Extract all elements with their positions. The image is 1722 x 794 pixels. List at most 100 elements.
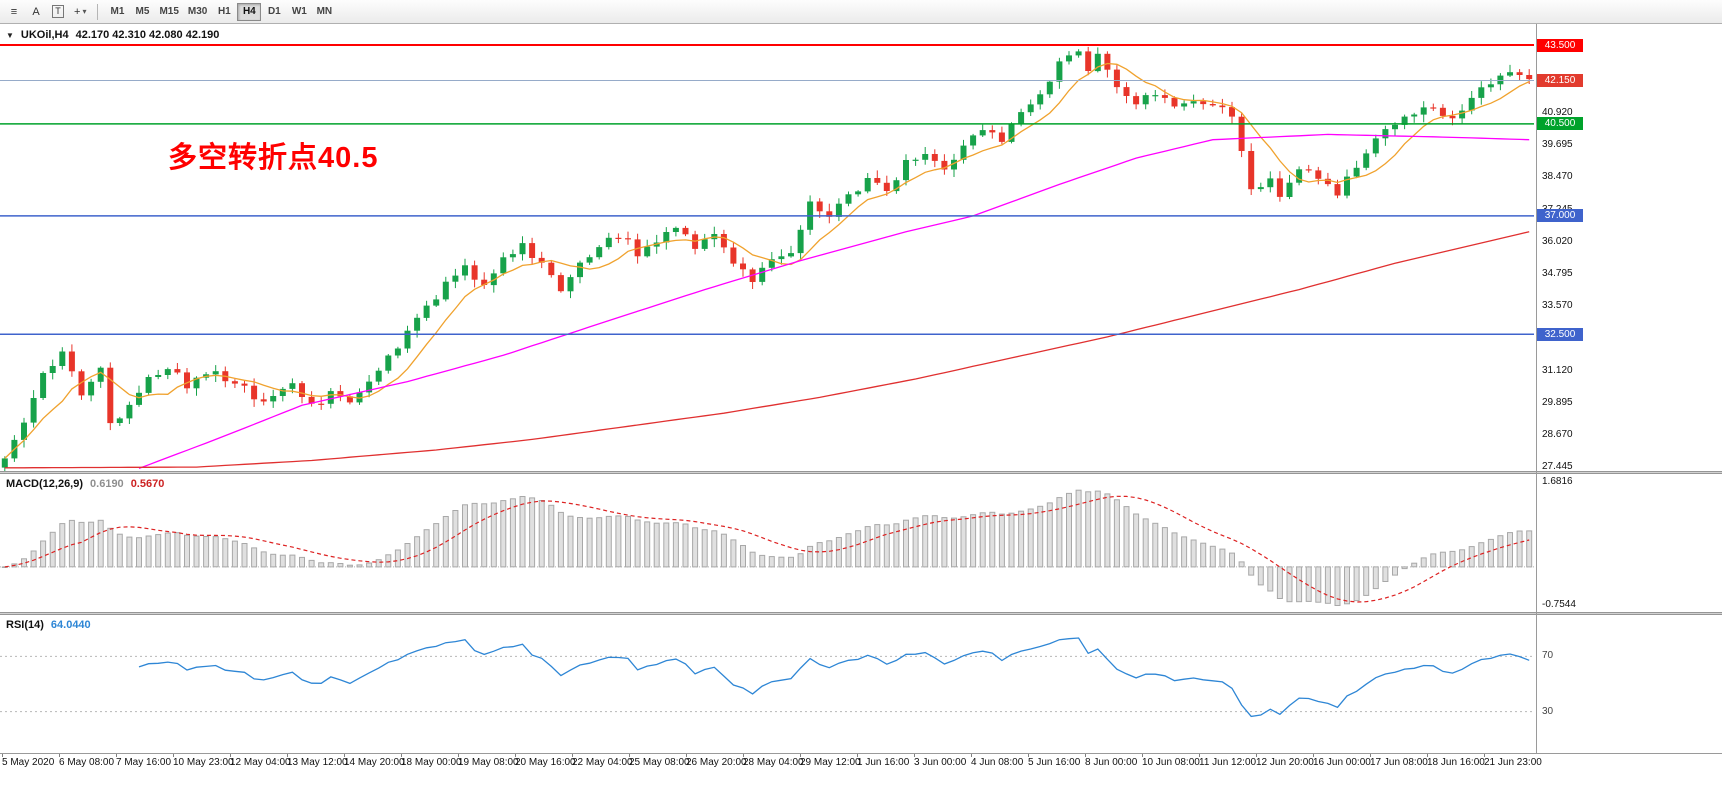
ohlc-values: 42.170 42.310 42.080 42.190 — [75, 29, 220, 41]
time-tick-mark — [344, 754, 345, 757]
time-tick-mark — [1142, 754, 1143, 757]
time-tick-label: 12 Jun 20:00 — [1256, 757, 1314, 768]
rsi-axis-tick: 30 — [1542, 706, 1554, 717]
price-tick: 29.895 — [1542, 397, 1573, 408]
time-tick-mark — [1085, 754, 1086, 757]
time-tick-label: 8 Jun 00:00 — [1085, 757, 1138, 768]
time-tick-mark — [1370, 754, 1371, 757]
rsi-label: RSI(14) 64.0440 — [6, 619, 91, 631]
text-a-icon[interactable]: A — [26, 2, 46, 21]
pivot-annotation[interactable]: 多空转折点40.5 — [168, 142, 379, 174]
timeframe-d1[interactable]: D1 — [262, 3, 286, 21]
time-tick-mark — [971, 754, 972, 757]
time-tick-label: 7 May 16:00 — [116, 757, 172, 768]
price-badge-support: 37.000 — [1537, 209, 1583, 222]
timeframe-m30[interactable]: M30 — [184, 3, 211, 21]
time-tick-label: 21 Jun 23:00 — [1484, 757, 1542, 768]
time-tick-mark — [743, 754, 744, 757]
rsi-value: 64.0440 — [50, 619, 91, 631]
time-tick-mark — [230, 754, 231, 757]
time-tick-label: 16 Jun 00:00 — [1313, 757, 1371, 768]
macd-label: MACD(12,26,9) 0.6190 0.5670 — [6, 478, 164, 490]
time-tick-label: 12 May 04:00 — [230, 757, 291, 768]
timeframe-w1[interactable]: W1 — [287, 3, 311, 21]
time-tick-label: 10 May 23:00 — [173, 757, 234, 768]
timeframe-h4[interactable]: H4 — [237, 2, 262, 21]
macd-axis-tick: 1.6816 — [1542, 476, 1573, 487]
time-tick-label: 18 May 00:00 — [401, 757, 462, 768]
toolbar-separator — [97, 3, 99, 20]
text-box-icon[interactable]: T — [48, 2, 68, 21]
time-tick-mark — [686, 754, 687, 757]
price-badge-pivot: 40.500 — [1537, 117, 1583, 130]
rsi-panel[interactable] — [0, 615, 1534, 753]
time-tick-mark — [287, 754, 288, 757]
panel-divider[interactable] — [0, 471, 1722, 474]
panel-divider[interactable] — [0, 612, 1722, 615]
time-tick-mark — [1427, 754, 1428, 757]
toolbar: ≡ A T + ▾ M1 M5 M15 M30 H1 H4 D1 W1 MN — [0, 0, 1722, 24]
time-tick-label: 5 Jun 16:00 — [1028, 757, 1081, 768]
time-tick-label: 17 Jun 08:00 — [1370, 757, 1428, 768]
macd-signal-value: 0.5670 — [130, 478, 165, 490]
time-tick-mark — [1256, 754, 1257, 757]
price-axis-line — [1536, 24, 1537, 753]
crosshair-icon: + — [74, 5, 81, 18]
timeframe-h1[interactable]: H1 — [212, 3, 236, 21]
timeframe-m15[interactable]: M15 — [155, 3, 182, 21]
time-tick-label: 19 May 08:00 — [458, 757, 519, 768]
price-badge-resistance: 43.500 — [1537, 39, 1583, 52]
price-tick: 39.695 — [1542, 139, 1573, 150]
crosshair-dropdown-button[interactable]: + ▾ — [70, 2, 90, 21]
time-tick-mark — [515, 754, 516, 757]
time-tick-mark — [2, 754, 3, 757]
price-tick: 31.120 — [1542, 365, 1573, 376]
time-tick-mark — [59, 754, 60, 757]
time-tick-label: 1 Jun 16:00 — [857, 757, 910, 768]
price-tick: 38.470 — [1542, 171, 1573, 182]
candlestick-chart[interactable] — [0, 24, 1534, 471]
chart-legend: ▼ UKOil,H4 42.170 42.310 42.080 42.190 — [6, 29, 219, 41]
symbol-period-label: UKOil,H4 — [20, 29, 69, 41]
price-tick: 40.920 — [1542, 107, 1573, 118]
time-tick-label: 6 May 08:00 — [59, 757, 115, 768]
time-tick-mark — [800, 754, 801, 757]
chart-list-icon[interactable]: ≡ — [4, 2, 24, 21]
time-tick-label: 26 May 20:00 — [686, 757, 747, 768]
rsi-axis-tick: 70 — [1542, 650, 1554, 661]
time-tick-label: 29 May 12:00 — [800, 757, 861, 768]
chevron-down-icon: ▾ — [82, 7, 87, 16]
time-tick-label: 18 Jun 16:00 — [1427, 757, 1485, 768]
time-tick-mark — [857, 754, 858, 757]
time-tick-label: 10 Jun 08:00 — [1142, 757, 1200, 768]
price-tick: 36.020 — [1542, 236, 1573, 247]
time-tick-label: 28 May 04:00 — [743, 757, 804, 768]
timeframe-mn[interactable]: MN — [312, 3, 336, 21]
time-tick-label: 20 May 16:00 — [515, 757, 576, 768]
time-tick-mark — [629, 754, 630, 757]
price-tick: 33.570 — [1542, 300, 1573, 311]
time-tick-label: 4 Jun 08:00 — [971, 757, 1024, 768]
time-tick-mark — [1313, 754, 1314, 757]
macd-name: MACD(12,26,9) — [6, 478, 84, 490]
time-tick-mark — [173, 754, 174, 757]
price-tick: 34.795 — [1542, 268, 1573, 279]
rsi-name: RSI(14) — [6, 619, 44, 631]
time-tick-label: 25 May 08:00 — [629, 757, 690, 768]
timeframe-group: M1 M5 M15 M30 H1 H4 D1 W1 MN — [105, 2, 336, 21]
time-tick-mark — [1199, 754, 1200, 757]
macd-axis-tick: -0.7544 — [1542, 599, 1576, 610]
time-tick-mark — [914, 754, 915, 757]
time-tick-label: 22 May 04:00 — [572, 757, 633, 768]
time-tick-label: 11 Jun 12:00 — [1199, 757, 1257, 768]
time-tick-mark — [1484, 754, 1485, 757]
time-tick-mark — [1028, 754, 1029, 757]
timeframe-m1[interactable]: M1 — [105, 3, 129, 21]
macd-panel[interactable] — [0, 474, 1534, 612]
timeframe-m5[interactable]: M5 — [130, 3, 154, 21]
time-tick-label: 13 May 12:00 — [287, 757, 348, 768]
time-tick-mark — [116, 754, 117, 757]
collapse-triangle-icon[interactable]: ▼ — [6, 30, 14, 40]
price-badge-current-price: 42.150 — [1537, 74, 1583, 87]
